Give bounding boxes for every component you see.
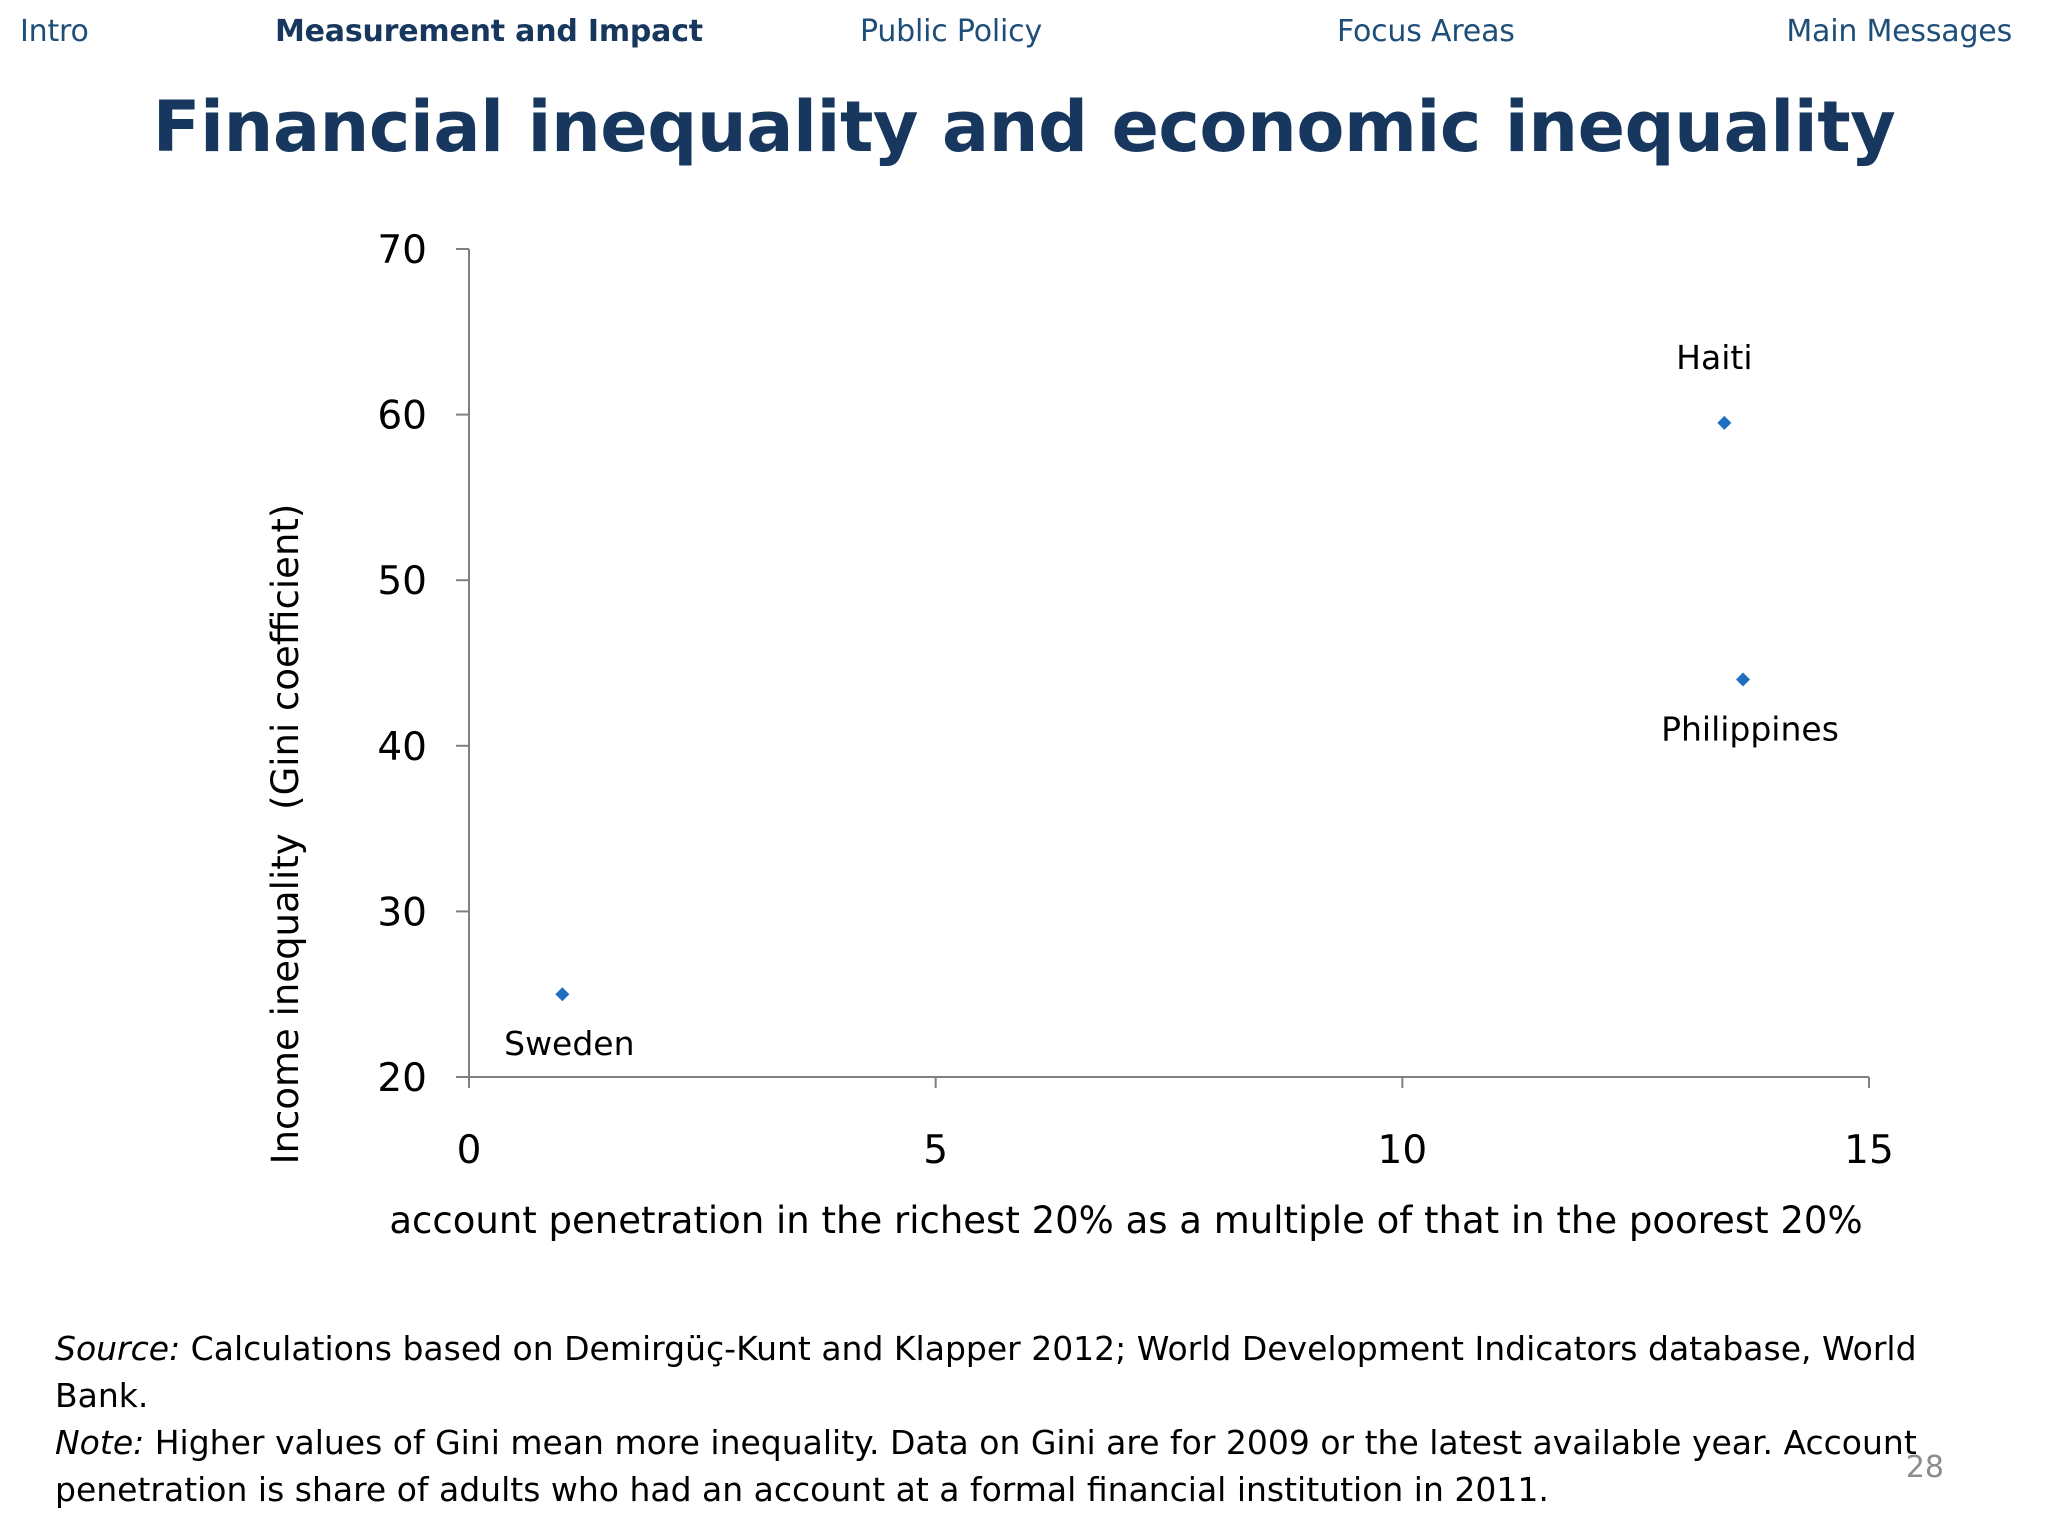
- data-label-philippines: Philippines: [1661, 710, 1839, 749]
- y-tick-label: 20: [377, 1056, 427, 1101]
- x-tick-label: 5: [923, 1128, 948, 1173]
- y-tick-label: 40: [377, 725, 427, 770]
- y-axis-label: Income inequality (Gini coefficient): [264, 504, 307, 1165]
- data-label-sweden: Sweden: [504, 1024, 634, 1063]
- data-label-haiti: Haiti: [1676, 338, 1752, 377]
- y-tick-label: 30: [377, 890, 427, 935]
- x-tick-label: 0: [457, 1128, 482, 1173]
- source-text: Calculations based on Demirgüç-Kunt and …: [55, 1329, 1917, 1415]
- page-number: 28: [1905, 1450, 1944, 1485]
- scatter-chart: 20 30 40 50 60 70 0 5 10 15 account penetration in…: [264, 228, 1894, 1242]
- data-point-sweden: [555, 987, 570, 1002]
- note-line: Note: Higher values of Gini mean more in…: [55, 1419, 1995, 1513]
- nav-tab-focus-areas[interactable]: Focus Areas: [1337, 14, 1515, 49]
- slide-title: Financial inequality and economic inequa…: [152, 86, 1896, 168]
- data-point-philippines: [1736, 672, 1750, 687]
- y-tick-label: 60: [377, 394, 427, 439]
- nav-tab-main-messages[interactable]: Main Messages: [1786, 14, 2012, 49]
- y-tick-label: 70: [377, 228, 427, 273]
- x-tick-label: 15: [1844, 1128, 1894, 1173]
- note-text: Higher values of Gini mean more inequali…: [55, 1423, 1917, 1509]
- x-axis-label: account penetration in the richest 20% a…: [389, 1199, 1862, 1242]
- nav-tab-measurement-and-impact[interactable]: Measurement and Impact: [275, 14, 703, 49]
- source-line: Source: Calculations based on Demirgüç-K…: [55, 1325, 1995, 1419]
- source-label: Source:: [55, 1329, 181, 1368]
- y-tick-label: 50: [377, 559, 427, 604]
- data-point-haiti: [1717, 415, 1732, 430]
- nav-tab-public-policy[interactable]: Public Policy: [860, 14, 1043, 49]
- note-label: Note:: [55, 1423, 145, 1462]
- x-tick-label: 10: [1378, 1128, 1428, 1173]
- footnote: Source: Calculations based on Demirgüç-K…: [55, 1325, 1995, 1513]
- nav-tab-intro[interactable]: Intro: [20, 14, 89, 49]
